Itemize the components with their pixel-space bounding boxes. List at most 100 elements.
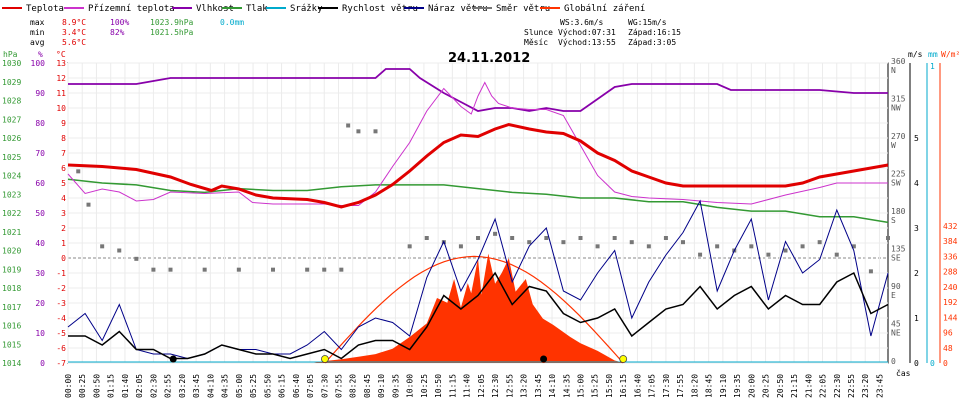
c-tick-label: 4 [61, 194, 66, 203]
time-tick-label: 05:00 [235, 374, 244, 398]
time-unit: čas [896, 368, 911, 378]
wm2-tick-label: 0 [943, 359, 948, 368]
time-tick-label: 23:20 [861, 374, 870, 398]
time-tick-label: 05:50 [263, 374, 272, 398]
pct-tick-label: 80 [35, 119, 45, 128]
ms-tick-label: 2 [914, 269, 919, 278]
dir-tick-label: 45 [891, 320, 901, 329]
wind-direction-point [715, 244, 720, 249]
c-tick-label: 6 [61, 164, 66, 173]
time-tick-label: 09:10 [377, 374, 386, 398]
wind-direction-point [202, 267, 207, 272]
legend-label-tlak: Tlak [246, 4, 268, 14]
hpa-tick-label: 1030 [2, 59, 21, 68]
series-globalni-zareni [68, 253, 888, 363]
dir-tick-name: SE [891, 254, 901, 263]
stat-min-press: 1021.5hPa [150, 28, 194, 37]
time-tick-label: 22:55 [847, 374, 856, 398]
legend: Teplota Přízemní teplota Vlhkost Tlak Srážky… [2, 4, 645, 14]
moon-rise: Východ:13:55 [558, 38, 616, 47]
time-tick-label: 22:30 [833, 374, 842, 398]
wm2-tick-label: 288 [943, 268, 958, 277]
dir-tick-name: S [891, 216, 896, 225]
time-tick-label: 00:25 [78, 374, 87, 398]
hpa-tick-label: 1014 [2, 359, 21, 368]
wind-direction-point [749, 244, 754, 249]
ms-tick-label: 4 [914, 179, 919, 188]
legend-label-naraz: Náraz větru [428, 4, 488, 14]
hpa-tick-label: 1020 [2, 247, 21, 256]
c-tick-label: -1 [56, 269, 66, 278]
c-tick-label: 2 [61, 224, 66, 233]
time-tick-label: 16:15 [619, 374, 628, 398]
dir-tick-name: NW [891, 104, 901, 113]
wind-direction-point [151, 267, 156, 272]
c-tick-label: 3 [61, 209, 66, 218]
dir-tick-name: NE [891, 329, 901, 338]
wind-direction-point [698, 252, 703, 257]
c-tick-label: -2 [56, 284, 66, 293]
wind-direction-point [783, 248, 788, 253]
series-teplota [67, 122, 889, 209]
ms-unit: m/s [908, 50, 923, 59]
stat-min-hum: 82% [110, 28, 125, 37]
hpa-unit: hPa [3, 50, 18, 59]
sun-marker [619, 355, 628, 363]
wind-direction-point [493, 231, 498, 236]
time-tick-label: 20:50 [776, 374, 785, 398]
wind-direction-point [271, 267, 275, 272]
time-tick-label: 20:25 [762, 374, 771, 398]
time-tick-label: 17:05 [648, 374, 657, 398]
time-tick-label: 10:00 [406, 374, 415, 398]
moon-marker [540, 355, 548, 363]
series-rychlost-vetru [68, 271, 889, 360]
legend-label-prizemni: Přízemní teplota [88, 4, 175, 14]
wind-direction-point [339, 267, 344, 272]
time-tick-label: 07:55 [334, 374, 343, 398]
wind-direction-point [458, 244, 463, 249]
wm2-tick-label: 432 [943, 222, 958, 231]
dir-tick-label: 315 [891, 95, 906, 104]
stat-max-temp: 8.9°C [62, 18, 86, 27]
hpa-tick-label: 1025 [2, 153, 21, 162]
time-tick-label: 03:45 [192, 374, 201, 398]
pct-tick-label: 40 [35, 239, 45, 248]
stat-min-label: min [30, 28, 45, 37]
wind-direction-point [800, 244, 805, 249]
wind-direction-point [681, 240, 685, 245]
time-tick-label: 01:15 [107, 374, 116, 398]
time-tick-label: 14:35 [562, 374, 571, 398]
dir-tick-name: W [891, 141, 896, 150]
legend-label-srazky: Srážky [290, 4, 323, 14]
time-tick-label: 00:50 [92, 374, 101, 398]
hpa-tick-label: 1022 [2, 209, 21, 218]
stat-min-temp: 3.4°C [62, 28, 86, 37]
c-tick-label: 1 [61, 239, 66, 248]
time-tick-label: 06:15 [278, 374, 287, 398]
hpa-tick-label: 1021 [2, 228, 21, 237]
plot-area [67, 68, 890, 364]
wind-direction-point [424, 236, 429, 240]
ms-tick-label: 3 [914, 224, 919, 233]
time-tick-label: 02:05 [135, 374, 144, 398]
wind-direction-point [86, 202, 91, 207]
wind-direction-point [612, 236, 617, 240]
wm2-tick-label: 384 [943, 237, 958, 246]
time-tick-label: 19:10 [719, 374, 728, 398]
time-tick-label: 04:10 [206, 374, 215, 398]
wind-direction-point [305, 267, 310, 272]
mm-tick-label: 1 [930, 62, 935, 71]
hpa-tick-label: 1027 [2, 115, 21, 124]
wind-direction-point [476, 236, 480, 240]
time-tick-label: 14:10 [548, 374, 557, 398]
legend-label-zareni: Globální záření [564, 4, 645, 14]
dir-tick-name: SW [891, 179, 901, 188]
time-tick-label: 18:45 [705, 374, 714, 398]
wind-direction-point [168, 267, 173, 272]
time-tick-label: 06:40 [292, 374, 301, 398]
dir-tick-label: 225 [891, 170, 906, 179]
wm2-tick-label: 96 [943, 329, 953, 338]
hpa-tick-label: 1026 [2, 134, 21, 143]
time-tick-label: 00:00 [64, 374, 73, 398]
